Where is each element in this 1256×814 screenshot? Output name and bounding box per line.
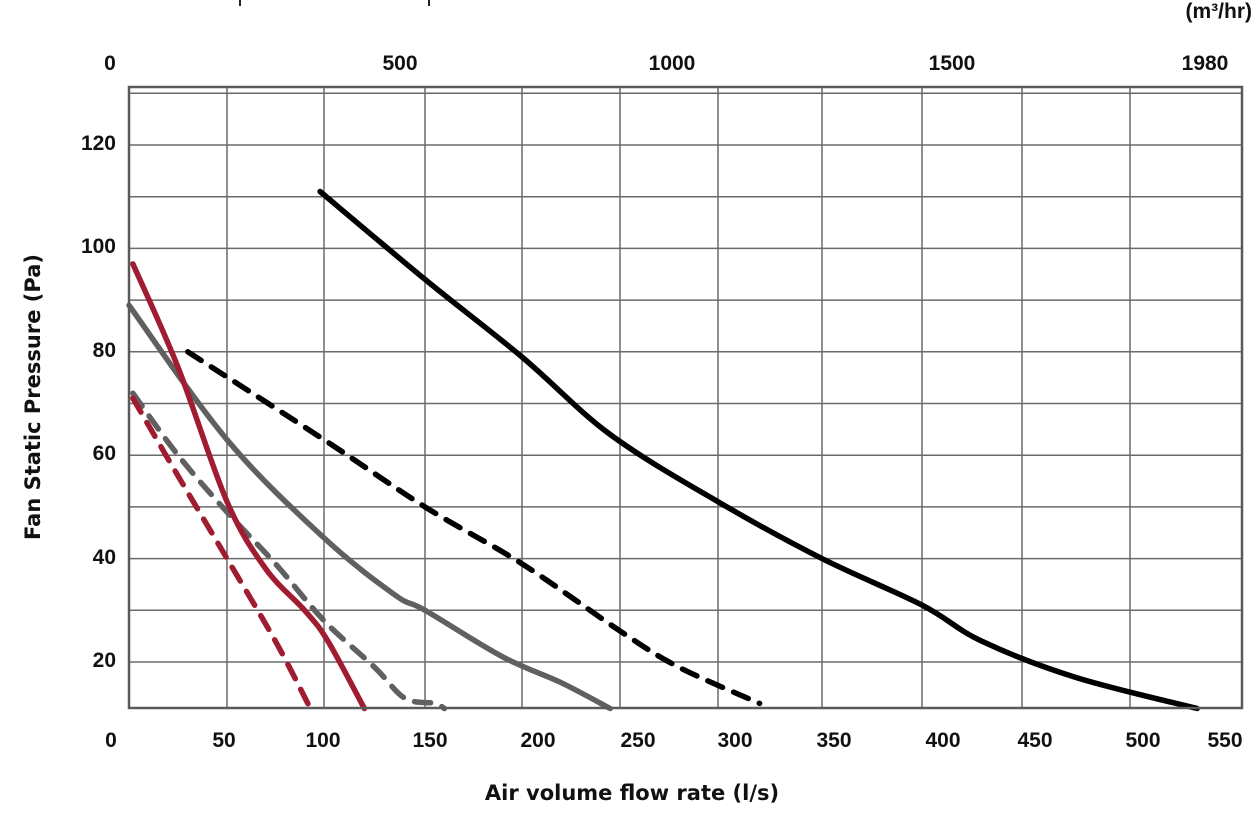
plot-frame [127, 85, 1244, 710]
x-tick-label: 50 [212, 729, 236, 752]
secondary-axis-unit: (m³/hr) [1185, 0, 1253, 23]
x-tick-label: 150 [412, 729, 448, 752]
x-tick-label: 200 [520, 729, 556, 752]
secondary-x-tick-label: 0 [104, 52, 116, 75]
secondary-x-tick-label: 1980 [1181, 52, 1229, 75]
series-red-dashed [130, 395, 314, 712]
y-tick-label: 20 [92, 649, 116, 672]
secondary-x-tick-label: 1500 [928, 52, 976, 75]
series-grey-solid [126, 302, 613, 712]
series-black-dashed [185, 349, 763, 707]
x-tick-label: 250 [620, 729, 656, 752]
x-tick-label: 550 [1207, 729, 1243, 752]
x-tick-label: 500 [1125, 729, 1161, 752]
x-tick-label: 450 [1017, 729, 1053, 752]
x-tick-label: 0 [105, 729, 117, 752]
series-black-solid [317, 188, 1200, 712]
secondary-x-tick-label: 500 [382, 52, 418, 75]
y-tick-label: 80 [92, 338, 116, 362]
x-tick-label: 300 [717, 729, 753, 752]
data-series [126, 188, 1200, 712]
y-axis-title: Fan Static Pressure (Pa) [21, 254, 45, 540]
x-tick-label: 350 [816, 729, 852, 752]
y-tick-label: 40 [92, 545, 116, 569]
series-red-solid [130, 261, 368, 712]
series-grey-dashed [130, 390, 448, 712]
y-tick-label: 120 [80, 132, 116, 155]
y-tick-label: 60 [92, 442, 116, 466]
gridlines [128, 87, 1243, 708]
x-axis-title: Air volume flow rate (l/s) [484, 781, 780, 805]
secondary-x-tick-label: 1000 [648, 52, 696, 75]
y-tick-label: 100 [80, 235, 116, 259]
x-tick-label: 100 [305, 729, 341, 752]
top-axis-ticks [239, 0, 430, 6]
x-tick-label: 400 [925, 729, 961, 752]
